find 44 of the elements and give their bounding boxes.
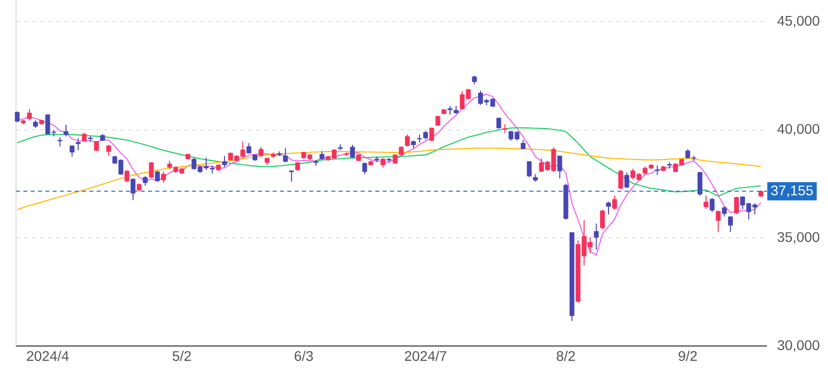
candlestick	[362, 162, 368, 175]
x-tick-label: 9/2	[678, 350, 697, 361]
candlestick	[404, 134, 410, 147]
candlestick	[624, 172, 630, 189]
x-tick-label: 2024/7	[404, 350, 446, 361]
y-tick-label: 30,000	[778, 340, 820, 352]
candlestick	[716, 210, 721, 233]
candlestick	[606, 201, 611, 216]
candlestick	[557, 155, 562, 179]
candlestick	[76, 138, 81, 151]
candlestick	[258, 146, 264, 158]
candlestick	[14, 110, 20, 123]
ref-line-label: 37,155	[771, 185, 813, 198]
candlestick	[124, 169, 130, 184]
candlestick	[222, 155, 227, 168]
candlestick	[435, 115, 440, 126]
candlestick	[106, 144, 112, 156]
x-tick-label: 8/2	[556, 350, 575, 361]
x-tick-label: 6/3	[294, 350, 313, 361]
x-tick-label: 5/2	[172, 350, 191, 361]
candlestick	[161, 171, 166, 184]
candlestick	[704, 194, 708, 210]
candlestick	[612, 194, 617, 210]
y-tick-label: 35,000	[778, 232, 820, 244]
x-tick-label: 2024/4	[27, 350, 69, 361]
candlestick	[283, 148, 288, 163]
candlestick	[142, 176, 148, 186]
y-tick-label: 45,000	[777, 16, 820, 28]
candlestick	[710, 197, 715, 212]
candlestick	[618, 169, 624, 190]
candlestick	[27, 108, 32, 121]
candlestick	[600, 209, 605, 230]
candlestick	[148, 162, 154, 178]
candlestick	[429, 127, 434, 142]
candlestick	[654, 164, 660, 176]
candlestick	[130, 178, 136, 201]
candlestick	[722, 206, 727, 217]
y-tick-label: 40,000	[777, 124, 820, 136]
candlestick	[350, 144, 355, 158]
candlestick	[728, 216, 733, 233]
candlestick	[64, 124, 68, 137]
candlestick	[734, 196, 739, 215]
candlestick	[526, 160, 532, 178]
candlestick	[594, 223, 599, 250]
